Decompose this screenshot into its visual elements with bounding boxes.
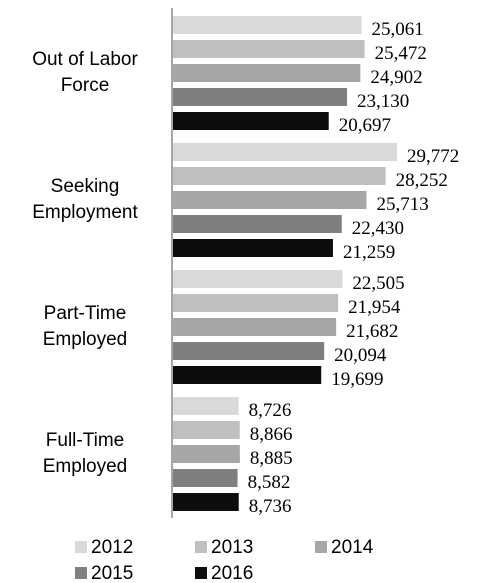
- value-label: 8,866: [250, 424, 293, 445]
- value-label: 22,505: [352, 273, 404, 294]
- value-label: 25,472: [375, 43, 427, 64]
- bar: [173, 366, 322, 384]
- category-label: Seeking Employment: [32, 176, 138, 223]
- value-label: 20,697: [339, 115, 391, 136]
- bar: [173, 88, 348, 106]
- value-label: 24,902: [370, 67, 422, 88]
- bar: [173, 421, 240, 439]
- bar: [173, 493, 239, 511]
- bar: [173, 64, 361, 82]
- category-label: Full-Time Employed: [42, 430, 128, 477]
- bar: [173, 445, 240, 463]
- value-label: 22,430: [352, 218, 404, 239]
- value-label: 8,736: [249, 496, 292, 517]
- bar: [173, 318, 337, 336]
- legend-label: 2013: [211, 537, 253, 558]
- value-label: 21,259: [343, 242, 395, 263]
- value-label: 20,094: [334, 345, 387, 366]
- legend-label: 2014: [331, 537, 374, 558]
- legend-swatch: [195, 567, 207, 579]
- bar: [173, 16, 362, 34]
- legend-swatch: [75, 541, 87, 553]
- value-label: 21,954: [348, 297, 401, 318]
- legend-label: 2016: [211, 563, 253, 583]
- value-label: 8,885: [250, 448, 293, 469]
- value-label: 8,582: [248, 472, 291, 493]
- bar: [173, 40, 365, 58]
- bar: [173, 270, 343, 288]
- value-label: 25,713: [376, 194, 428, 215]
- legend-label: 2012: [91, 537, 133, 558]
- value-label: 23,130: [357, 91, 409, 112]
- value-label: 21,682: [346, 321, 398, 342]
- value-label: 28,252: [396, 170, 448, 191]
- bar: [173, 215, 342, 233]
- value-label: 25,061: [372, 19, 424, 40]
- value-label: 19,699: [331, 369, 383, 390]
- bar: [173, 397, 239, 415]
- legend-swatch: [195, 541, 207, 553]
- value-label: 8,726: [249, 400, 292, 421]
- bar: [173, 469, 238, 487]
- category-label: Part-Time Employed: [42, 303, 128, 350]
- value-label: 29,772: [407, 146, 459, 167]
- bar: [173, 143, 397, 161]
- bar: [173, 239, 333, 257]
- bar: [173, 191, 367, 209]
- category-label: Out of Labor Force: [32, 49, 138, 96]
- legend-swatch: [315, 541, 327, 553]
- bar: [173, 167, 386, 185]
- bar: [173, 342, 325, 360]
- legend-label: 2015: [91, 563, 133, 583]
- legend-swatch: [75, 567, 87, 579]
- bar: [173, 112, 329, 130]
- bar: [173, 294, 339, 312]
